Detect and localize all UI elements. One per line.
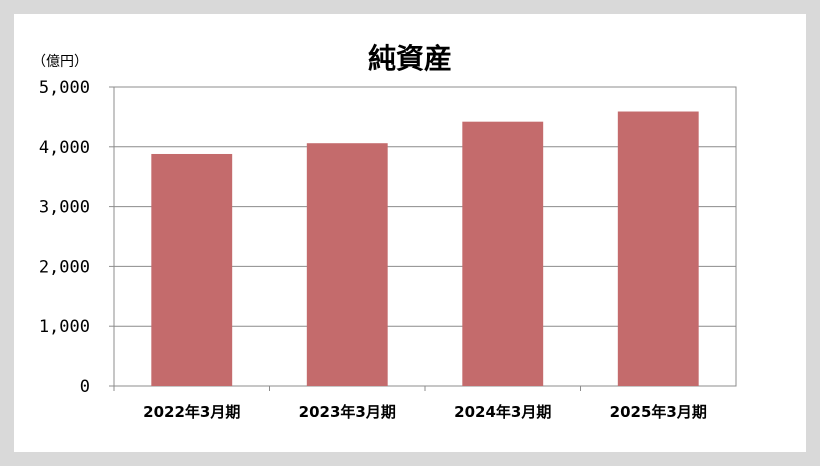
bar-2 [306, 143, 388, 386]
bar-1 [151, 153, 233, 386]
y-tick-label: 2,000 [39, 257, 90, 277]
y-tick-label: 5,000 [39, 78, 90, 98]
y-tick-label: 4,000 [39, 138, 90, 158]
bar-4 [617, 111, 699, 386]
bar-3 [462, 121, 544, 387]
y-tick-label: 0 [80, 377, 90, 397]
x-category-label: 2022年3月期 [143, 403, 240, 421]
x-category-label: 2023年3月期 [299, 403, 396, 421]
y-tick-label: 3,000 [39, 198, 90, 218]
x-category-label: 2024年3月期 [454, 403, 551, 421]
y-tick-label: 1,000 [39, 317, 90, 337]
chart-title: 純資産 [368, 42, 452, 75]
x-category-label: 2025年3月期 [610, 403, 707, 421]
y-axis-unit-label: （億円） [32, 54, 88, 70]
